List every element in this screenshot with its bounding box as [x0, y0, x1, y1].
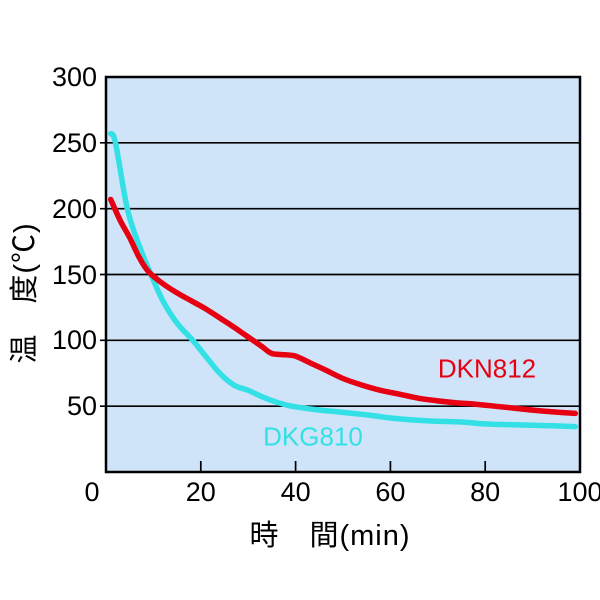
series-label-dkg810: DKG810	[263, 421, 363, 452]
x-tick-label: 100	[557, 477, 600, 507]
y-tick-label: 300	[51, 62, 97, 92]
x-tick-label: 80	[470, 477, 501, 507]
curve-dkg810	[107, 130, 579, 430]
y-tick-label: 100	[51, 325, 97, 356]
y-tick-label: 150	[51, 259, 97, 290]
x-tick-label: 60	[375, 477, 406, 507]
x-axis-title: 時 間(min)	[249, 520, 411, 552]
curve-dkn812	[107, 196, 579, 417]
series-label-dkn812: DKN812	[437, 353, 537, 384]
plot-border	[104, 75, 582, 474]
y-tick-label: 250	[51, 127, 97, 158]
y-tick-label: 50	[66, 391, 97, 422]
x-tick-label: 0	[84, 477, 100, 507]
x-tick-label: 20	[185, 477, 216, 507]
x-tick-label: 40	[280, 477, 311, 507]
y-tick-label: 200	[51, 193, 97, 224]
